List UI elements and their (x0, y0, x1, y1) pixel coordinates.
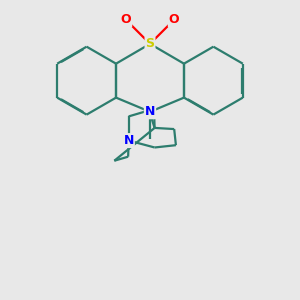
Text: N: N (145, 105, 155, 118)
Text: S: S (146, 37, 154, 50)
Text: N: N (124, 134, 134, 147)
Text: O: O (169, 13, 179, 26)
Text: O: O (121, 13, 131, 26)
